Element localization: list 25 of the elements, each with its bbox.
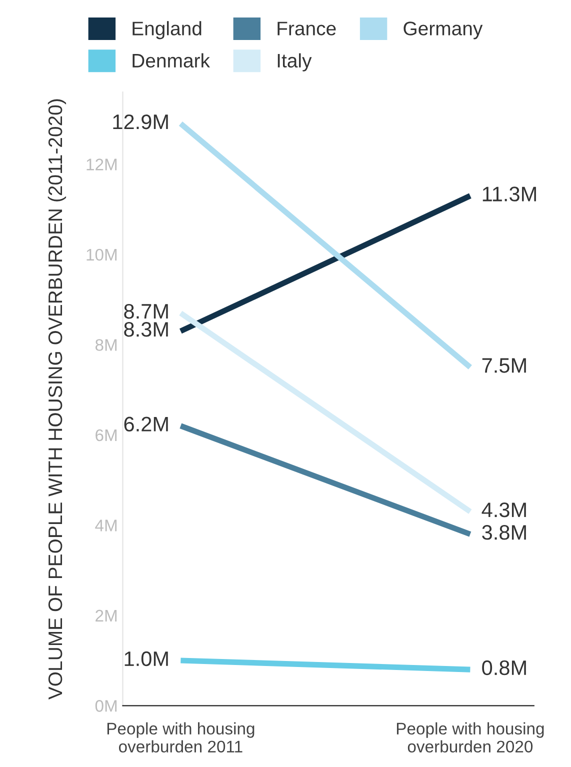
y-tick-label: 6M <box>96 429 117 442</box>
data-label: 8.3M <box>124 322 168 337</box>
data-label: 1.0M <box>124 651 168 666</box>
legend-label: Germany <box>404 22 483 40</box>
legend-label: Denmark <box>132 53 210 68</box>
data-label: 12.9M <box>113 114 168 130</box>
data-label: 4.3M <box>482 502 526 518</box>
legend-label: Italy <box>278 53 312 72</box>
y-tick-label: 0M <box>95 700 117 712</box>
data-label: 3.8M <box>482 525 526 540</box>
y-tick-label: 10M <box>86 248 117 261</box>
y-tick-label: 12M <box>86 158 117 170</box>
legend-label: France <box>278 22 336 36</box>
x-tick-label: People with housing overburden 2020 <box>396 722 544 752</box>
legend-label: England <box>132 21 202 40</box>
y-axis-title: VOLUME OF PEOPLE WITH HOUSING OVERBURDEN (2011-2020) <box>48 99 66 700</box>
data-label: 7.5M <box>482 358 526 373</box>
y-tick-label: 8M <box>95 339 117 351</box>
data-label: 6.2M <box>124 416 168 432</box>
data-label: 11.3M <box>482 186 536 202</box>
data-label: 0.8M <box>482 660 526 676</box>
y-tick-label: 2M <box>96 610 117 622</box>
data-label: 8.7M <box>124 304 168 319</box>
x-tick-label: People with housing overburden 2011 <box>107 722 254 752</box>
y-tick-label: 4M <box>95 520 117 532</box>
